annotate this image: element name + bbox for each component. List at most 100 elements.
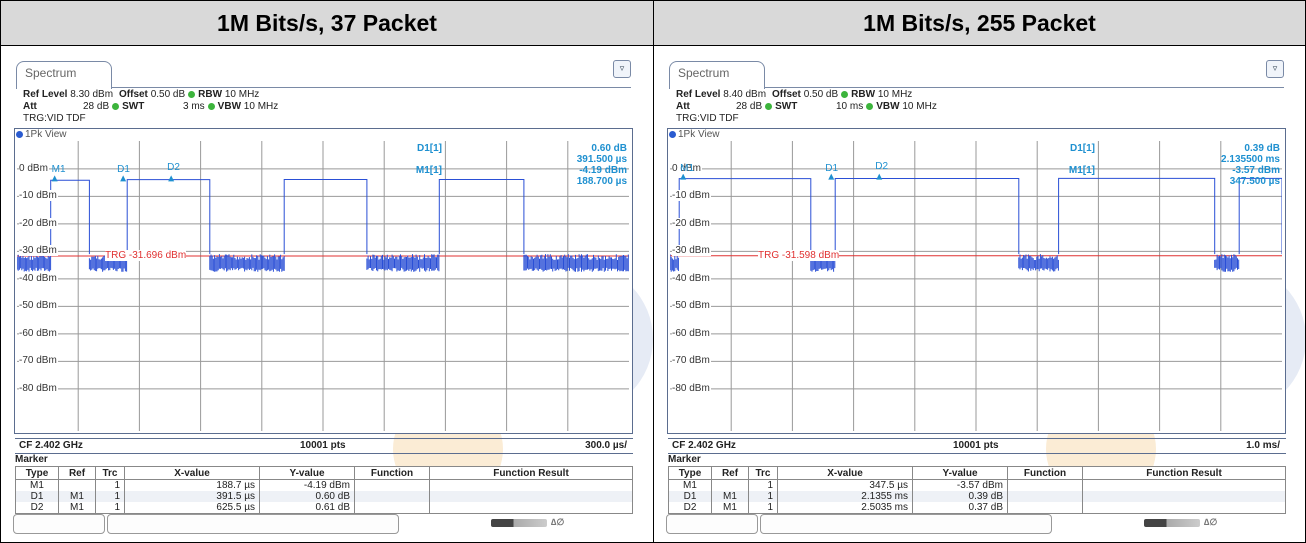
status-bar-message[interactable] xyxy=(107,514,399,534)
trace-line xyxy=(17,179,629,272)
status-dot-icon xyxy=(841,90,849,98)
cell-ref xyxy=(711,479,749,491)
cell-type: D1 xyxy=(668,491,712,502)
marker-d2-icon xyxy=(168,175,175,182)
readout-m1-time: 188.700 µs xyxy=(576,176,627,187)
col-ref: Ref xyxy=(58,466,96,480)
trigger-mode: TRG:VID TDF xyxy=(676,113,739,124)
cell-x-value: 391.5 µs xyxy=(124,491,260,502)
column-divider xyxy=(653,45,654,542)
swt-value: 10 ms xyxy=(836,101,864,112)
offset-label: Offset xyxy=(119,89,148,100)
status-dot-icon xyxy=(765,102,773,110)
status-bar-message[interactable] xyxy=(760,514,1052,534)
points-count: 10001 pts xyxy=(953,440,999,451)
cell-type: M1 xyxy=(15,479,59,491)
trace-diagram: 1Pk View 0 dBm -10 dBm -20 dBm -30 dBm -40 d… xyxy=(14,128,633,434)
cell-function xyxy=(1007,479,1083,491)
axis-info-bar: CF 2.402 GHz 10001 pts 300.0 µs/ xyxy=(15,438,633,454)
swt-label: SWT xyxy=(122,101,145,112)
col-type: Type xyxy=(668,466,712,480)
readout-d1-label: D1[1] xyxy=(1069,143,1095,154)
y-axis-tick-label: -50 dBm xyxy=(19,300,58,312)
status-bar-left[interactable] xyxy=(666,514,758,534)
y-axis-tick-label: -10 dBm xyxy=(672,190,711,202)
trace-svg xyxy=(17,141,629,431)
cell-trc: 1 xyxy=(95,502,125,514)
progress-meter xyxy=(491,519,547,527)
cell-ref: M1 xyxy=(711,491,749,502)
cell-trc: 1 xyxy=(95,479,125,491)
progress-meter xyxy=(1144,519,1200,527)
cell-trc: 1 xyxy=(748,491,778,502)
table-row[interactable]: M1 1 188.7 µs -4.19 dBm xyxy=(15,479,633,491)
table-row[interactable]: D2 M1 1 2.5035 ms 0.37 dB xyxy=(668,502,1286,514)
marker-d2-tag: D2 xyxy=(875,160,889,172)
status-bar-left[interactable] xyxy=(13,514,105,534)
readout-d1-time: 391.500 µs xyxy=(576,154,627,165)
center-frequency: CF 2.402 GHz xyxy=(19,440,83,451)
menu-icon[interactable]: ▿ xyxy=(1266,60,1284,78)
header-right: 1M Bits/s, 255 Packet xyxy=(654,1,1305,46)
settings-info: Ref Level 8.40 dBm Offset 0.50 dB RBW 10 … xyxy=(676,89,937,125)
table-row[interactable]: D1 M1 1 391.5 µs 0.60 dB xyxy=(15,491,633,502)
analyzer-panel-left: Spectrum ▿ Ref Level 8.30 dBm Offset 0.5… xyxy=(1,46,653,542)
trace-diagram: 1Pk View 0 dBm -10 dBm -20 dBm -30 dBm -40 d… xyxy=(667,128,1286,434)
col-function: Function xyxy=(1007,466,1083,480)
cell-ref: M1 xyxy=(58,491,96,502)
readout-m1-label: M1[1] xyxy=(415,165,442,176)
trigger-mode: TRG:VID TDF xyxy=(23,113,86,124)
spectrum-analyzer-screen: Spectrum ▿ Ref Level 8.30 dBm Offset 0.5… xyxy=(13,54,653,539)
vbw-label: VBW xyxy=(876,101,900,112)
status-indicator-icon: ∆∅ xyxy=(551,517,565,527)
cell-y-value: 0.60 dB xyxy=(259,491,355,502)
cell-function-result xyxy=(1082,502,1286,514)
col-function-result: Function Result xyxy=(429,466,633,480)
col-function: Function xyxy=(354,466,430,480)
offset-label: Offset xyxy=(772,89,801,100)
table-row[interactable]: D2 M1 1 625.5 µs 0.61 dB xyxy=(15,502,633,514)
cell-ref: M1 xyxy=(711,502,749,514)
trigger-level-label: TRG -31.598 dBm xyxy=(758,249,840,261)
cell-function-result xyxy=(1082,479,1286,491)
y-axis-tick-label: -60 dBm xyxy=(19,327,58,339)
cell-trc: 1 xyxy=(748,502,778,514)
time-per-division: 1.0 ms/ xyxy=(1246,440,1280,451)
status-dot-icon xyxy=(866,102,874,110)
cell-function xyxy=(1007,502,1083,514)
menu-icon[interactable]: ▿ xyxy=(613,60,631,78)
marker-readout: D1[1] 0.39 dB 2.135500 ms M1[1] -3.57 dB… xyxy=(1069,143,1280,187)
y-axis-tick-label: -40 dBm xyxy=(19,272,58,284)
cell-y-value: 0.39 dB xyxy=(912,491,1008,502)
tab-spectrum[interactable]: Spectrum xyxy=(669,61,765,89)
marker-table-title: Marker xyxy=(15,454,48,465)
marker-table-title: Marker xyxy=(668,454,701,465)
cell-type: M1 xyxy=(668,479,712,491)
col-type: Type xyxy=(15,466,59,480)
cell-function-result xyxy=(429,491,633,502)
ref-level-label: Ref Level xyxy=(23,89,68,100)
vbw-value: 10 MHz xyxy=(902,101,937,112)
col-x-value: X-value xyxy=(124,466,260,480)
cell-y-value: 0.37 dB xyxy=(912,502,1008,514)
readout-m1-time: 347.500 µs xyxy=(1229,176,1280,187)
y-axis-tick-label: -40 dBm xyxy=(672,272,711,284)
offset-value: 0.50 dB xyxy=(150,89,186,100)
readout-d1-time: 2.135500 ms xyxy=(1221,154,1280,165)
points-count: 10001 pts xyxy=(300,440,346,451)
table-row[interactable]: M1 1 347.5 µs -3.57 dBm xyxy=(668,479,1286,491)
y-axis-tick-label: -20 dBm xyxy=(19,217,58,229)
rbw-label: RBW xyxy=(198,89,223,100)
tab-spectrum[interactable]: Spectrum xyxy=(16,61,112,89)
cell-x-value: 188.7 µs xyxy=(124,479,260,491)
analyzer-panel-right: Spectrum ▿ Ref Level 8.40 dBm Offset 0.5… xyxy=(654,46,1305,542)
col-ref: Ref xyxy=(711,466,749,480)
table-row[interactable]: D1 M1 1 2.1355 ms 0.39 dB xyxy=(668,491,1286,502)
col-trc: Trc xyxy=(748,466,778,480)
cell-function-result xyxy=(429,502,633,514)
att-label: Att xyxy=(676,101,690,112)
col-function-result: Function Result xyxy=(1082,466,1286,480)
view-label: 1Pk View xyxy=(15,129,67,141)
y-axis-tick-label: -60 dBm xyxy=(672,327,711,339)
trace-plot: 0 dBm -10 dBm -20 dBm -30 dBm -40 dBm -50 dBm… xyxy=(670,141,1282,431)
